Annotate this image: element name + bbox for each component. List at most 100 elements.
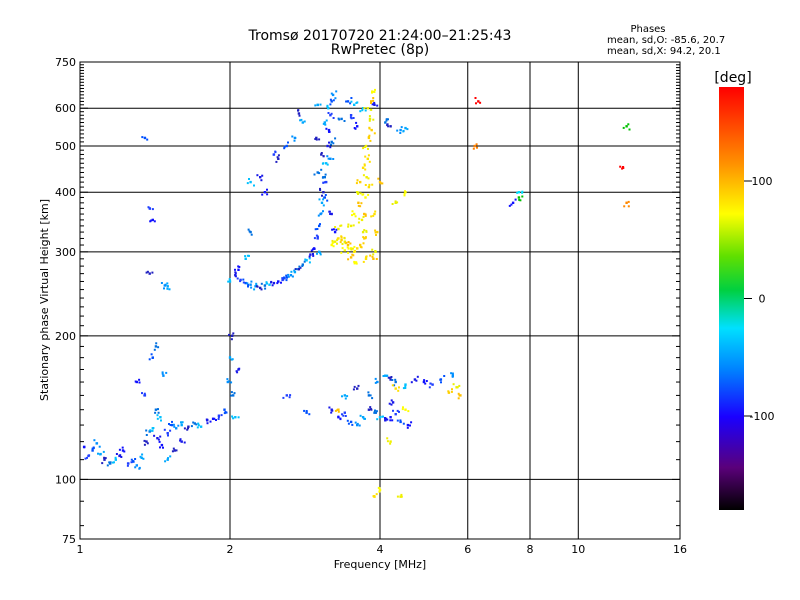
- data-point: [230, 394, 233, 397]
- data-point: [386, 124, 389, 127]
- data-point: [141, 392, 143, 395]
- data-point: [451, 388, 453, 391]
- data-point: [272, 153, 275, 156]
- data-point: [362, 242, 365, 245]
- data-point: [253, 288, 256, 291]
- data-point: [153, 348, 156, 351]
- data-point: [372, 118, 375, 121]
- data-point: [428, 386, 431, 389]
- data-point: [230, 338, 233, 341]
- data-point: [106, 464, 109, 467]
- data-point: [335, 228, 338, 231]
- data-point: [406, 426, 409, 429]
- data-point: [377, 177, 380, 180]
- data-point: [146, 270, 149, 273]
- data-point: [145, 429, 148, 432]
- data-point: [511, 201, 515, 204]
- data-point: [362, 147, 365, 150]
- data-point: [314, 104, 317, 107]
- data-point: [319, 103, 322, 106]
- data-point: [367, 185, 371, 189]
- data-point: [361, 230, 365, 234]
- data-point: [320, 153, 323, 156]
- data-point: [247, 285, 249, 288]
- data-point: [367, 147, 369, 150]
- data-point: [472, 147, 475, 150]
- data-point: [231, 358, 234, 361]
- data-point: [173, 449, 176, 452]
- data-point: [378, 416, 382, 419]
- data-point: [358, 424, 361, 427]
- data-point: [195, 423, 198, 426]
- data-point: [293, 269, 296, 272]
- data-point: [406, 423, 410, 427]
- data-point: [407, 410, 410, 413]
- data-point: [364, 257, 368, 260]
- data-point: [295, 268, 298, 271]
- data-point: [370, 408, 372, 411]
- x-tick-label: 4: [377, 543, 384, 556]
- data-point: [367, 408, 371, 411]
- data-point: [303, 409, 306, 412]
- data-point: [388, 402, 391, 405]
- data-point: [329, 114, 332, 117]
- data-point: [518, 198, 521, 201]
- data-point: [255, 282, 258, 285]
- data-point: [360, 246, 363, 249]
- data-point: [351, 423, 354, 426]
- data-point: [156, 417, 159, 420]
- data-point: [327, 106, 330, 109]
- data-point: [239, 278, 242, 282]
- data-point: [372, 257, 375, 260]
- data-point: [325, 119, 328, 122]
- data-point: [619, 165, 622, 168]
- data-point: [141, 453, 144, 456]
- data-point: [287, 141, 289, 144]
- data-point: [393, 384, 396, 387]
- data-point: [358, 217, 361, 220]
- data-point: [322, 198, 325, 201]
- data-point: [126, 464, 129, 467]
- data-point: [145, 434, 148, 436]
- data-point: [627, 205, 630, 208]
- data-point: [369, 139, 372, 142]
- data-point: [324, 173, 327, 176]
- data-point: [375, 258, 378, 260]
- data-point: [242, 278, 245, 281]
- data-point: [183, 427, 186, 430]
- x-axis: 1 2 4 6 8 10 16: [77, 543, 688, 556]
- data-point: [102, 450, 105, 453]
- data-point: [336, 408, 339, 411]
- data-point: [158, 440, 161, 443]
- data-point: [250, 233, 253, 236]
- data-point: [404, 385, 407, 388]
- data-point: [404, 408, 407, 411]
- data-point: [298, 265, 301, 268]
- data-point: [237, 416, 240, 419]
- data-point: [293, 139, 296, 142]
- data-point: [343, 411, 346, 414]
- data-point: [376, 381, 379, 383]
- data-point: [354, 261, 358, 264]
- data-point: [285, 274, 288, 277]
- data-point: [244, 257, 247, 260]
- data-point: [192, 421, 195, 424]
- data-point: [396, 495, 399, 498]
- data-point: [387, 125, 390, 128]
- x-tick-label: 6: [464, 543, 471, 556]
- data-point: [355, 262, 358, 265]
- data-point: [197, 424, 200, 427]
- data-point: [146, 442, 149, 445]
- data-point: [372, 253, 375, 256]
- data-point: [297, 268, 300, 271]
- data-point: [238, 367, 241, 370]
- data-point: [301, 263, 304, 266]
- data-point: [346, 100, 350, 103]
- data-point: [399, 420, 402, 424]
- data-point: [316, 252, 318, 255]
- data-point: [625, 201, 628, 204]
- data-point: [329, 157, 332, 160]
- data-point: [183, 441, 186, 444]
- data-point: [342, 414, 345, 417]
- data-point: [368, 119, 371, 122]
